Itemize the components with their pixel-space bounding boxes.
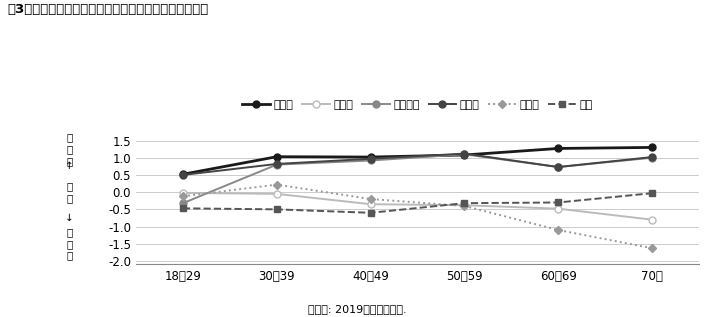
自民党 xyxy=(273,155,281,158)
国民民主 xyxy=(178,201,187,205)
立民党 xyxy=(648,218,656,222)
共産党 xyxy=(178,194,187,198)
Text: 図3　年齢層別の各政党の保革イデオロギー軸上の位置: 図3 年齢層別の各政党の保革イデオロギー軸上の位置 xyxy=(7,3,208,16)
維新 xyxy=(648,191,656,195)
Text: 中
間: 中 間 xyxy=(66,181,73,203)
公明党 xyxy=(648,155,656,159)
Text: 保
守
的: 保 守 的 xyxy=(66,133,73,166)
国民民主 xyxy=(460,152,468,156)
Text: 革
新
的: 革 新 的 xyxy=(66,227,73,260)
国民民主 xyxy=(366,158,375,162)
Legend: 自民党, 立民党, 国民民主, 公明党, 共産党, 維新: 自民党, 立民党, 国民民主, 公明党, 共産党, 維新 xyxy=(238,95,597,114)
Line: 共産党: 共産党 xyxy=(180,182,655,251)
公明党 xyxy=(460,152,468,156)
立民党 xyxy=(178,191,187,195)
公明党 xyxy=(366,157,375,161)
国民民主 xyxy=(273,163,281,166)
維新 xyxy=(460,201,468,205)
自民党 xyxy=(554,146,563,150)
共産党 xyxy=(554,228,563,232)
Line: 国民民主: 国民民主 xyxy=(179,151,655,207)
共産党 xyxy=(648,246,656,250)
Text: データ: 2019年有権者調査.: データ: 2019年有権者調査. xyxy=(308,304,406,314)
立民党 xyxy=(554,207,563,210)
公明党 xyxy=(273,162,281,166)
共産党 xyxy=(460,204,468,208)
共産党 xyxy=(366,197,375,201)
維新 xyxy=(366,211,375,215)
公明党 xyxy=(554,165,563,169)
Text: ↓: ↓ xyxy=(65,213,74,223)
共産党 xyxy=(273,183,281,186)
Line: 維新: 維新 xyxy=(179,190,655,216)
維新 xyxy=(178,206,187,210)
維新 xyxy=(554,201,563,204)
Line: 公明党: 公明党 xyxy=(179,150,655,178)
立民党 xyxy=(366,202,375,206)
Line: 立民党: 立民党 xyxy=(179,189,655,223)
自民党 xyxy=(648,146,656,149)
立民党 xyxy=(273,192,281,196)
立民党 xyxy=(460,203,468,207)
自民党 xyxy=(366,155,375,159)
維新 xyxy=(273,207,281,211)
公明党 xyxy=(178,173,187,177)
自民党 xyxy=(178,172,187,176)
国民民主 xyxy=(648,156,656,160)
Line: 自民党: 自民党 xyxy=(179,144,655,178)
国民民主 xyxy=(554,165,563,169)
Text: ↑: ↑ xyxy=(65,161,74,171)
自民党 xyxy=(460,153,468,157)
